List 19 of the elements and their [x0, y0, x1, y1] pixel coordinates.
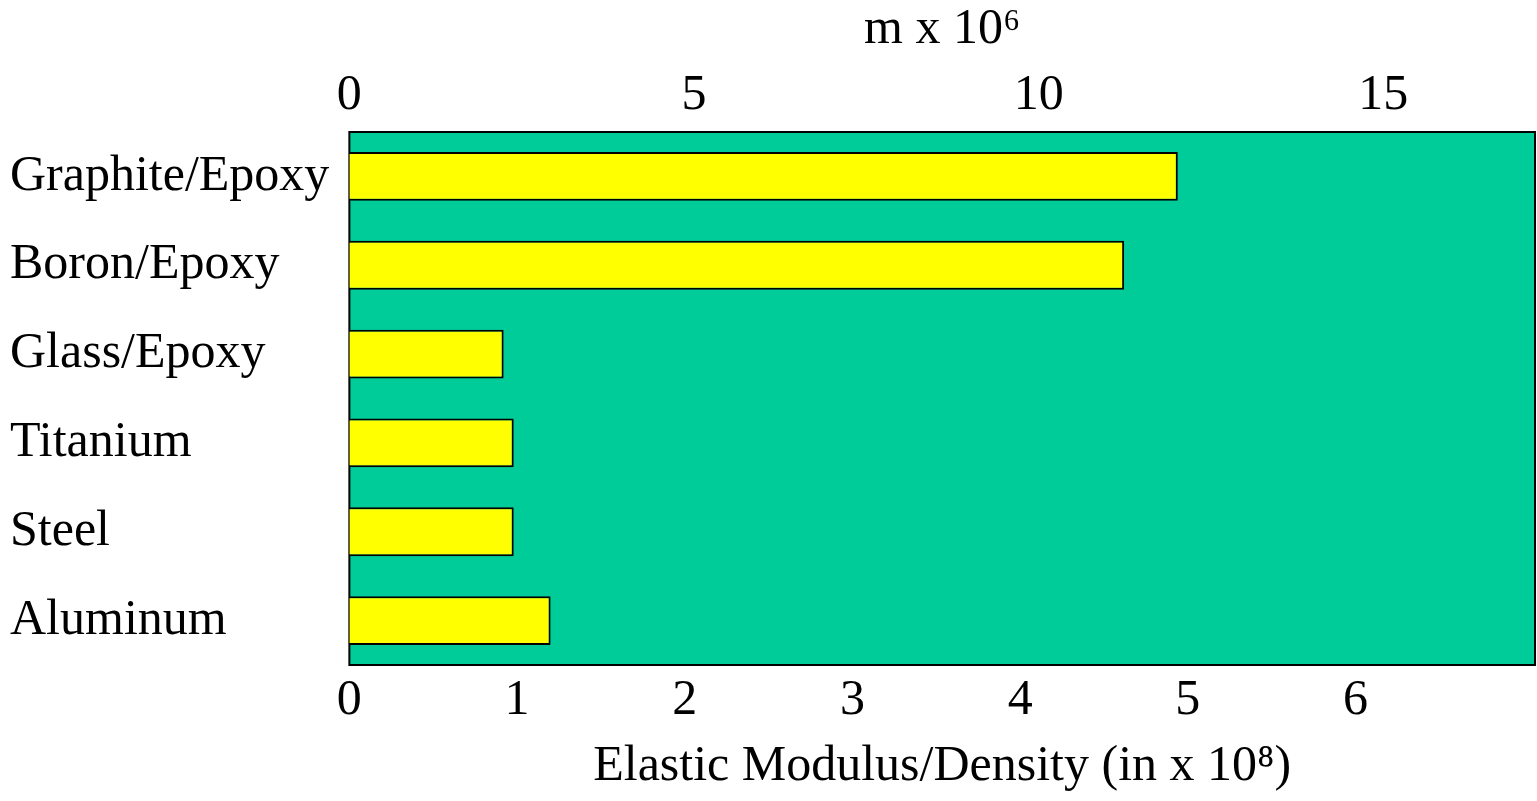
y-tick-label: Aluminum — [10, 588, 227, 645]
x2-axis-title: m x 10⁶ — [864, 0, 1021, 55]
x-tick-label: 4 — [1007, 669, 1033, 726]
y-tick-label: Graphite/Epoxy — [10, 144, 330, 201]
y-tick-label: Boron/Epoxy — [10, 233, 280, 290]
x-tick-label: 5 — [1175, 669, 1201, 726]
x-axis-title: Elastic Modulus/Density (in x 10⁸) — [593, 735, 1292, 792]
y-tick-label: Titanium — [10, 411, 192, 468]
x2-tick-label: 15 — [1358, 64, 1409, 121]
x-tick-label: 3 — [839, 669, 865, 726]
x2-tick-label: 0 — [336, 64, 362, 121]
x-tick-label: 1 — [504, 669, 530, 726]
x-tick-label: 0 — [336, 669, 362, 726]
x2-tick-label: 5 — [681, 64, 707, 121]
x-tick-label: 6 — [1343, 669, 1369, 726]
y-tick-label: Glass/Epoxy — [10, 322, 266, 379]
x2-tick-label: 10 — [1013, 64, 1064, 121]
x-tick-label: 2 — [672, 669, 698, 726]
y-tick-label: Steel — [10, 499, 110, 556]
